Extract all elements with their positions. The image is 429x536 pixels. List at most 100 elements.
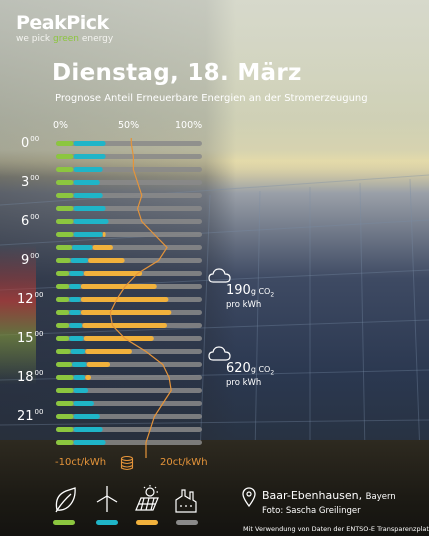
co2-value-high: 620 xyxy=(226,361,251,376)
co2-annotation-high: 620g CO2 pro kWh xyxy=(208,346,274,388)
bar-segment-2-8 xyxy=(92,245,113,250)
bar-segment-0-0 xyxy=(56,141,74,146)
co2-value-low: 190 xyxy=(226,283,251,298)
bar-segment-0-14 xyxy=(56,323,70,328)
location-info: Baar-Ebenhausen, Bayern Foto: Sascha Gre… xyxy=(262,489,396,516)
peakpick-logo[interactable]: PeakPick we pick green energy xyxy=(16,13,113,44)
logo-wordmark: PeakPick xyxy=(16,12,109,34)
bar-segment-1-19 xyxy=(73,388,89,393)
bar-segment-2-9 xyxy=(88,258,125,263)
bar-segment-2-13 xyxy=(80,310,172,315)
bar-segment-2-16 xyxy=(85,349,132,354)
hour-label-6: 600 xyxy=(21,213,40,229)
hour-label-18: 1800 xyxy=(17,369,44,385)
bar-segment-1-22 xyxy=(73,427,103,432)
coins-icon xyxy=(120,455,134,471)
bar-track-18 xyxy=(56,375,202,380)
bar-segment-0-22 xyxy=(56,427,74,432)
bar-segment-1-6 xyxy=(73,219,109,224)
price-line xyxy=(109,138,172,458)
bar-segment-0-2 xyxy=(56,167,74,172)
bar-segment-1-1 xyxy=(73,154,106,159)
legend-bar-conventional xyxy=(176,520,198,525)
bar-segment-1-9 xyxy=(70,258,89,263)
wind-turbine-icon xyxy=(96,486,118,512)
bar-segment-1-0 xyxy=(73,141,106,146)
bar-segment-2-14 xyxy=(82,323,167,328)
bar-segment-1-15 xyxy=(69,336,84,341)
legend-bar-wind xyxy=(96,520,118,525)
bar-segment-0-7 xyxy=(56,232,74,237)
bar-segment-1-23 xyxy=(73,440,106,445)
logo-tagline: we pick green energy xyxy=(16,34,113,44)
bar-segment-1-2 xyxy=(73,167,103,172)
location-pin-icon xyxy=(242,487,256,507)
bar-segment-2-12 xyxy=(80,297,169,302)
legend-bar-biomass xyxy=(53,520,75,525)
bar-segment-1-4 xyxy=(73,193,103,198)
bar-segment-1-17 xyxy=(72,362,87,367)
bar-segment-0-18 xyxy=(56,375,74,380)
bar-segment-0-17 xyxy=(56,362,73,367)
bar-segment-1-7 xyxy=(73,232,103,237)
hour-label-21: 2100 xyxy=(17,408,44,424)
co2-annotation-low: 190g CO2 pro kWh xyxy=(208,268,274,310)
bar-segment-1-5 xyxy=(73,206,106,211)
bar-segment-0-23 xyxy=(56,440,74,445)
bar-segment-1-18 xyxy=(73,375,86,380)
tagline-part-1: we pick xyxy=(16,34,53,44)
tagline-green: green xyxy=(53,34,79,44)
bar-segment-0-9 xyxy=(56,258,71,263)
bar-segment-0-12 xyxy=(56,297,70,302)
bar-segment-1-14 xyxy=(69,323,83,328)
bar-segment-1-12 xyxy=(69,297,81,302)
bar-segment-2-18 xyxy=(85,375,92,380)
bar-segment-2-15 xyxy=(83,336,154,341)
scale-label-100: 100% xyxy=(175,120,203,131)
price-min-label: -10ct/kWh xyxy=(55,457,107,468)
bar-segment-0-4 xyxy=(56,193,74,198)
bar-segment-0-5 xyxy=(56,206,74,211)
co2-unit-high: g CO2 xyxy=(250,365,275,377)
tagline-part-3: energy xyxy=(79,34,114,44)
bar-segment-1-20 xyxy=(73,401,94,406)
bar-segment-0-10 xyxy=(56,271,70,276)
hour-label-12: 1200 xyxy=(17,291,44,307)
left-glow xyxy=(0,245,36,385)
cloud-icon xyxy=(208,346,231,361)
hour-label-0: 000 xyxy=(21,135,40,151)
co2-per-high: pro kWh xyxy=(226,377,262,388)
data-credit: Mit Verwendung von Daten der ENTSO-E Tra… xyxy=(243,525,429,533)
bar-segment-2-11 xyxy=(80,284,157,289)
bar-track-19 xyxy=(56,388,202,393)
page-subtitle: Prognose Anteil Erneuerbare Energien an … xyxy=(55,93,368,104)
price-max-label: 20ct/kWh xyxy=(160,457,208,468)
bar-segment-1-11 xyxy=(69,284,81,289)
bar-segment-0-15 xyxy=(56,336,70,341)
bar-segment-1-10 xyxy=(69,271,84,276)
page-title-date: Dienstag, 18. März xyxy=(52,60,302,86)
cloud-icon xyxy=(208,268,231,283)
bar-segment-2-10 xyxy=(83,271,143,276)
bar-segment-1-3 xyxy=(73,180,100,185)
bar-segment-0-1 xyxy=(56,154,74,159)
hour-label-15: 1500 xyxy=(17,330,44,346)
bar-segment-1-8 xyxy=(72,245,93,250)
legend-bar-solar xyxy=(136,520,158,525)
co2-unit-low: g CO2 xyxy=(250,287,275,299)
co2-per-low: pro kWh xyxy=(226,299,262,310)
bar-segment-0-6 xyxy=(56,219,74,224)
bar-segment-0-3 xyxy=(56,180,74,185)
power-plant-icon xyxy=(175,489,197,513)
bar-segment-0-21 xyxy=(56,414,74,419)
location-place: Baar-Ebenhausen, Bayern xyxy=(262,489,396,502)
scale-label-50: 50% xyxy=(118,120,140,131)
bar-segment-0-20 xyxy=(56,401,74,406)
hour-label-9: 900 xyxy=(21,252,40,268)
leaf-icon xyxy=(55,487,76,513)
bar-segment-2-17 xyxy=(86,362,111,367)
bar-segment-2-7 xyxy=(102,232,106,237)
bar-segment-0-11 xyxy=(56,284,70,289)
solar-panel-icon xyxy=(135,485,159,511)
